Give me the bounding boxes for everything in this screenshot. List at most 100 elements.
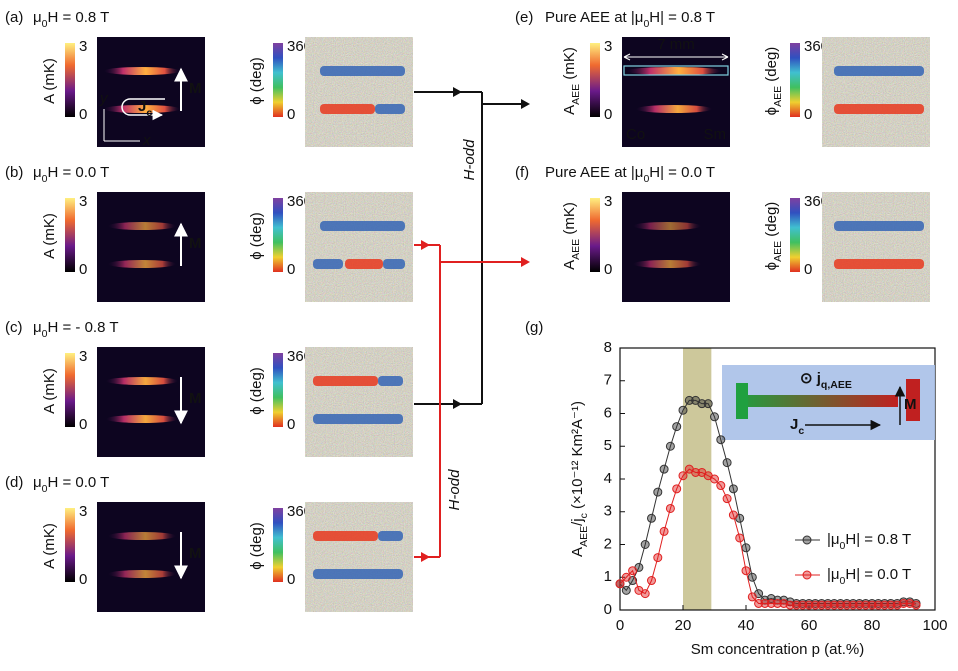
data-point [748, 593, 756, 601]
data-point [660, 465, 668, 473]
hot-stripe [108, 260, 176, 268]
panel-field: μ0H = 0.0 T [33, 474, 109, 495]
hot-stripe [108, 222, 176, 230]
panel-title-part: H| = 0.8 T [649, 9, 715, 26]
magnetization-label: M [189, 80, 202, 97]
colorbar-label-part: (deg) [763, 47, 780, 86]
colorbar-label: ϕAEE (deg) [763, 47, 784, 116]
colorbar-label: A (mK) [41, 523, 58, 569]
current-label-part: J [138, 98, 146, 115]
colorbar-min: 0 [79, 571, 87, 588]
y-tick-label: 5 [604, 437, 612, 454]
panel-label: (c) [5, 319, 23, 336]
colorbar-min: 0 [604, 106, 612, 123]
panel-title: Pure AEE at |μ0H| = 0.8 T [545, 9, 715, 30]
data-point [654, 488, 662, 496]
inset-heat-current-part: ⊙ j [800, 370, 821, 387]
magnetization-label: M [189, 390, 202, 407]
phase-stripe [313, 259, 343, 269]
data-point [723, 495, 731, 503]
phase-map [305, 192, 413, 302]
x-tick-label: 60 [801, 617, 818, 634]
data-point [673, 423, 681, 431]
data-point [641, 541, 649, 549]
data-point [729, 511, 737, 519]
colorbar-label-part: AEE [772, 86, 784, 107]
phase-stripe [313, 531, 378, 541]
colorbar-min: 0 [79, 416, 87, 433]
legend-label-part: |μ [827, 531, 840, 548]
colorbar-max: 3 [604, 193, 612, 210]
colorbar-label-part: AEE [772, 241, 784, 262]
x-axis-label: Sm concentration p (at.%) [691, 641, 864, 658]
data-point [622, 573, 630, 581]
colorbar-max: 3 [604, 38, 612, 55]
colorbar-min: 0 [604, 261, 612, 278]
phase-stripe [345, 259, 383, 269]
panel-label: (e) [515, 9, 533, 26]
scale-label: 7 mm [657, 36, 695, 53]
phase-map [305, 347, 413, 457]
colorbar-max: 3 [79, 503, 87, 520]
colorbar [273, 508, 283, 582]
arrowhead [453, 87, 462, 97]
hot-stripe [633, 222, 701, 230]
y-tick-label: 2 [604, 535, 612, 552]
y-axis-label-part: (×10⁻¹² Km²A⁻¹) [569, 401, 586, 513]
colorbar-label: ϕ (deg) [248, 367, 265, 415]
legend-label-part: |μ [827, 566, 840, 583]
colorbar-min: 0 [804, 106, 812, 123]
data-point [629, 567, 637, 575]
legend-label-part: H| = 0.8 T [845, 531, 911, 548]
data-point [711, 475, 719, 483]
phase-stripe [834, 66, 924, 76]
colorbar-min: 0 [79, 106, 87, 123]
data-point [717, 436, 725, 444]
current-label-part: c [146, 107, 152, 119]
panel-field: μ0H = - 0.8 T [33, 319, 119, 340]
colorbar-min: 0 [287, 416, 295, 433]
magnetization-label: M [189, 235, 202, 252]
panel-field-part: H = 0.8 T [48, 9, 110, 26]
x-tick-label: 20 [675, 617, 692, 634]
y-axis-label-part: AEE [578, 526, 590, 547]
colorbar [273, 43, 283, 117]
colorbar-min: 0 [804, 261, 812, 278]
panel-label: (a) [5, 9, 23, 26]
inset-left [736, 383, 748, 419]
data-point [666, 442, 674, 450]
data-point [742, 544, 750, 552]
colorbar-label: ϕ (deg) [248, 212, 265, 260]
panel-title: Pure AEE at |μ0H| = 0.0 T [545, 164, 715, 185]
phase-stripe [834, 259, 924, 269]
phase-stripe [383, 259, 405, 269]
panel-field-part: H = 0.0 T [48, 474, 110, 491]
colorbar-label: ϕ (deg) [248, 522, 265, 570]
y-tick-label: 1 [604, 568, 612, 585]
y-tick-label: 7 [604, 372, 612, 389]
panel-label: (d) [5, 474, 23, 491]
x-tick-label: 0 [616, 617, 624, 634]
arrowhead [521, 257, 530, 267]
inset-current-part: J [790, 416, 798, 433]
panel-field-part: H = 0.0 T [48, 164, 110, 181]
inset-current-part: c [798, 425, 804, 437]
colorbar-min: 0 [79, 261, 87, 278]
data-point [711, 413, 719, 421]
phase-stripe [313, 414, 403, 424]
phase-stripe [834, 104, 924, 114]
connector-black [414, 92, 528, 404]
x-tick-label: 40 [738, 617, 755, 634]
connector-label: H-odd [461, 139, 478, 181]
data-point [729, 485, 737, 493]
data-point [648, 577, 656, 585]
data-point [660, 527, 668, 535]
data-point [736, 534, 744, 542]
magnetization-label: M [189, 545, 202, 562]
data-point [641, 590, 649, 598]
data-point [679, 406, 687, 414]
legend-marker [803, 571, 811, 579]
colorbar [590, 43, 600, 117]
phase-map [305, 502, 413, 612]
arrowhead [421, 240, 430, 250]
